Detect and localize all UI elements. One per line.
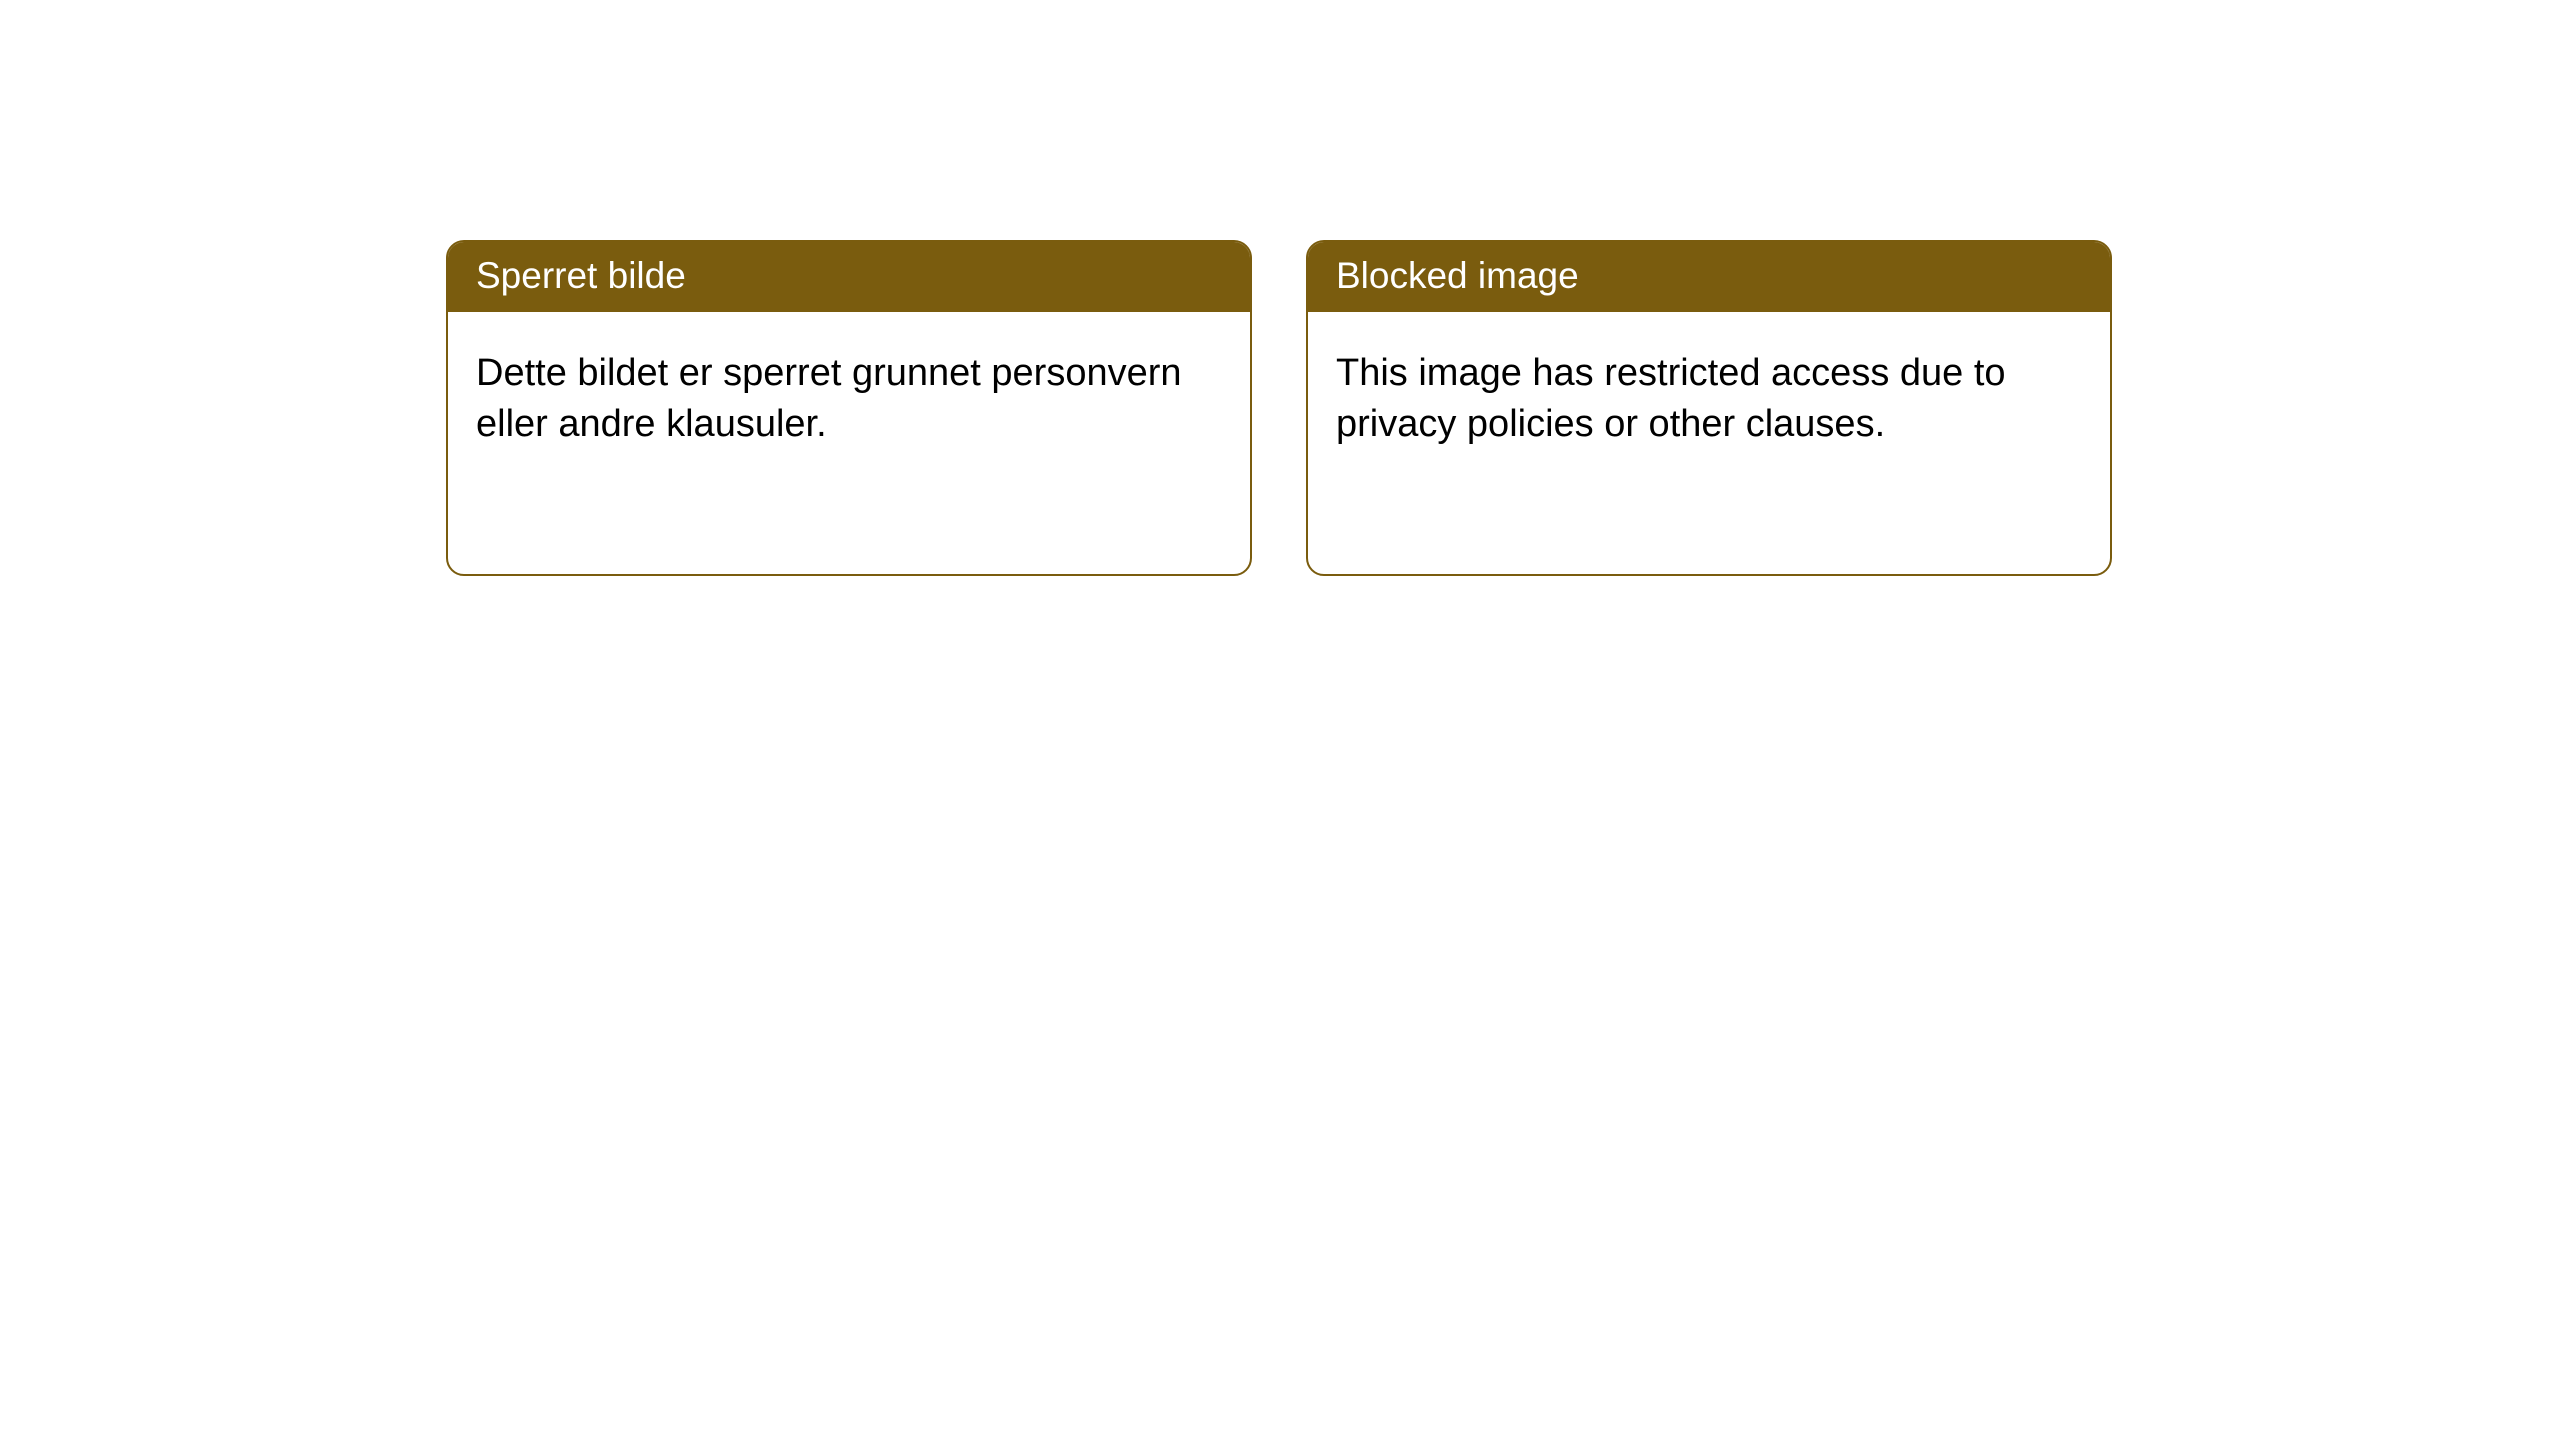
notice-card-body: This image has restricted access due to … [1308, 312, 2110, 471]
notice-card-body: Dette bildet er sperret grunnet personve… [448, 312, 1250, 471]
notice-card-title: Sperret bilde [448, 242, 1250, 312]
notice-card-title: Blocked image [1308, 242, 2110, 312]
notice-card-english: Blocked image This image has restricted … [1306, 240, 2112, 576]
notice-container: Sperret bilde Dette bildet er sperret gr… [0, 0, 2560, 576]
notice-card-norwegian: Sperret bilde Dette bildet er sperret gr… [446, 240, 1252, 576]
